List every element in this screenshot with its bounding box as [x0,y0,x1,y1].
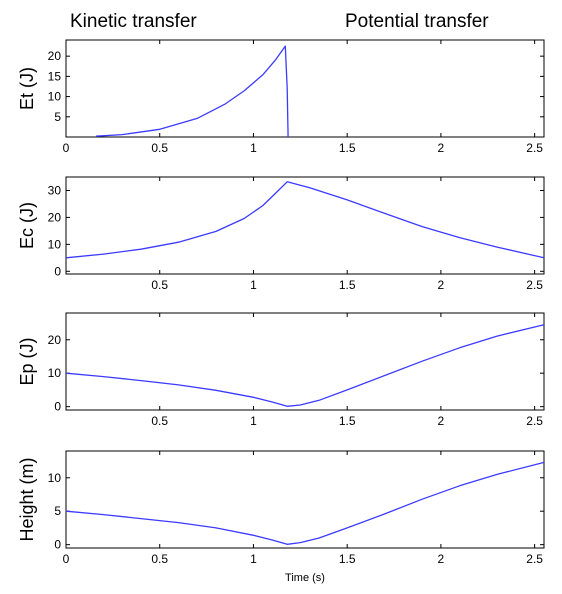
series-line [95,45,289,138]
x-tick-label: 0.5 [151,141,168,155]
x-tick-label: 0 [63,552,70,566]
header-right: Potential transfer [345,11,489,32]
x-tick-label: 1 [250,278,257,292]
y-tick-label: 10 [48,471,62,485]
header-left: Kinetic transfer [70,11,197,32]
y-axis-label: Ec (J) [17,202,37,249]
x-tick-label: 1 [250,552,257,566]
chart-panel: 0.5 1 1.5 2 2.5 0 10 20 Ep (J) [17,312,545,428]
chart-panel: 0 0.5 1 1.5 2 2.5 0 5 10 Height (m) Time (s) [17,450,545,584]
y-tick-label: 30 [48,183,62,197]
y-tick-label: 0 [54,264,61,278]
y-axis-label: Height (m) [17,457,37,541]
x-tick-label: 1.5 [339,552,356,566]
series-line [65,324,545,407]
x-tick-label: 2.5 [526,414,543,428]
series-line [65,461,545,545]
y-tick-label: 10 [48,237,62,251]
plot-frame [65,39,545,138]
x-axis-label: Time (s) [285,572,325,584]
x-tick-label: 2 [438,278,445,292]
y-tick-label: 20 [48,333,62,347]
x-tick-label: 2 [438,414,445,428]
x-tick-label: 1 [250,141,257,155]
x-tick-label: 1.5 [339,278,356,292]
chart-panel: 0 0.5 1 1.5 2 2.5 5 10 15 20 Et (J) [17,39,545,155]
plot-frame [65,312,545,411]
y-tick-label: 15 [48,69,62,83]
y-axis-label: Et (J) [17,67,37,110]
y-tick-label: 5 [54,110,61,124]
y-tick-label: 0 [54,538,61,552]
y-tick-label: 20 [48,49,62,63]
series-line [65,181,545,259]
y-tick-label: 10 [48,366,62,380]
x-tick-label: 1 [250,414,257,428]
x-tick-label: 2.5 [526,141,543,155]
x-tick-label: 0.5 [151,414,168,428]
y-tick-label: 20 [48,210,62,224]
y-axis-label: Ep (J) [17,337,37,385]
y-tick-label: 0 [54,400,61,414]
x-tick-label: 0 [63,141,70,155]
plot-frame [65,450,545,549]
x-tick-label: 0.5 [151,278,168,292]
x-tick-label: 0.5 [151,552,168,566]
x-tick-label: 1.5 [339,414,356,428]
x-tick-label: 1.5 [339,141,356,155]
x-tick-label: 2.5 [526,552,543,566]
plot-frame [65,176,545,275]
y-tick-label: 10 [48,90,62,104]
x-tick-label: 2 [438,552,445,566]
y-tick-label: 5 [54,504,61,518]
x-tick-label: 2.5 [526,278,543,292]
chart-panel: 0.5 1 1.5 2 2.5 0 10 20 30 Ec (J) [17,176,545,292]
x-tick-label: 2 [438,141,445,155]
